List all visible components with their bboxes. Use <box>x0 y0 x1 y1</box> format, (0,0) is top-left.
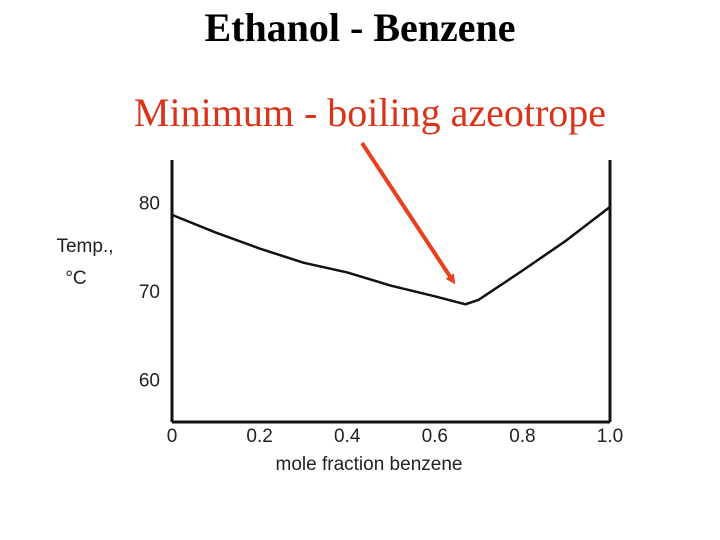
y-tick-label: 60 <box>139 370 160 391</box>
x-tick-label: 0.4 <box>334 426 361 447</box>
y-tick-label: 80 <box>139 193 160 214</box>
x-tick-label: 0.2 <box>246 426 272 447</box>
x-tick-label: 0.6 <box>422 426 448 447</box>
x-tick-label: 1.0 <box>597 426 623 447</box>
y-axis-label: Temp., <box>56 236 113 257</box>
x-tick-label: 0.8 <box>509 426 535 447</box>
line <box>171 205 611 306</box>
chart-subtitle: Minimum - boiling azeotrope <box>134 90 606 135</box>
x-tick-label: 0 <box>167 426 178 447</box>
chart-title: Ethanol - Benzene <box>204 5 515 50</box>
y-tick-label: 70 <box>139 282 160 303</box>
arrow <box>360 141 456 285</box>
y-axis-label: °C <box>65 268 86 289</box>
x-axis-label: mole fraction benzene <box>276 454 463 475</box>
